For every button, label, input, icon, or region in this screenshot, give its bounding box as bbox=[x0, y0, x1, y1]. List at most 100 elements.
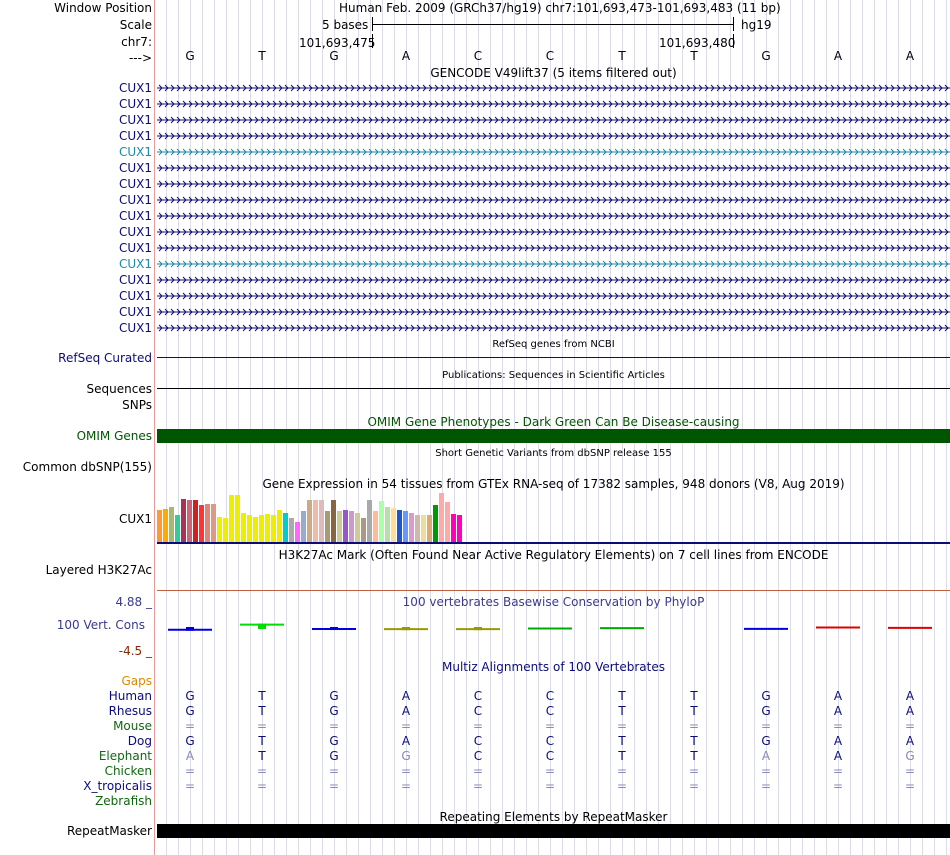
gtex-tissue-bar[interactable] bbox=[343, 510, 348, 542]
gtex-label[interactable]: CUX1 bbox=[118, 512, 152, 526]
multiz-species-label[interactable]: Human bbox=[108, 689, 152, 703]
gtex-tissue-bar[interactable] bbox=[331, 500, 336, 542]
gtex-tissue-bar[interactable] bbox=[211, 504, 216, 542]
omim-feature[interactable] bbox=[157, 429, 950, 443]
gencode-transcript-feature[interactable] bbox=[157, 82, 950, 94]
gencode-transcript-label[interactable]: CUX1 bbox=[118, 145, 152, 159]
gtex-tissue-bar[interactable] bbox=[397, 510, 402, 542]
gencode-transcript-feature[interactable] bbox=[157, 146, 950, 158]
gencode-transcript-feature[interactable] bbox=[157, 130, 950, 142]
gtex-tissue-bar[interactable] bbox=[313, 500, 318, 542]
multiz-species-label[interactable]: Dog bbox=[127, 734, 152, 748]
gtex-tissue-bar[interactable] bbox=[253, 517, 258, 542]
omim-label[interactable]: OMIM Genes bbox=[76, 429, 152, 443]
gtex-tissue-bar[interactable] bbox=[367, 500, 372, 542]
gtex-tissue-bar[interactable] bbox=[175, 515, 180, 542]
gtex-tissue-bar[interactable] bbox=[283, 513, 288, 542]
gtex-tissue-bar[interactable] bbox=[421, 515, 426, 542]
gtex-tissue-bar[interactable] bbox=[163, 509, 168, 542]
gtex-tissue-bar[interactable] bbox=[271, 515, 276, 542]
gencode-transcript-feature[interactable] bbox=[157, 98, 950, 110]
phylop-label[interactable]: 100 Vert. Cons bbox=[56, 618, 145, 632]
gtex-tissue-bar[interactable] bbox=[355, 513, 360, 542]
gtex-tissue-bar[interactable] bbox=[193, 500, 198, 542]
gtex-tissue-bar[interactable] bbox=[301, 511, 306, 542]
refseq-label[interactable]: RefSeq Curated bbox=[58, 351, 152, 365]
gtex-tissue-bar[interactable] bbox=[415, 515, 420, 542]
gtex-tissue-bar[interactable] bbox=[289, 518, 294, 542]
multiz-species-label[interactable]: Zebrafish bbox=[95, 794, 152, 808]
gencode-transcript-feature[interactable] bbox=[157, 162, 950, 174]
gtex-tissue-bar[interactable] bbox=[235, 495, 240, 542]
gtex-tissue-bar[interactable] bbox=[277, 510, 282, 542]
gtex-tissue-bar[interactable] bbox=[325, 511, 330, 542]
phylop-score-mark[interactable] bbox=[456, 627, 500, 631]
gencode-transcript-feature[interactable] bbox=[157, 194, 950, 206]
gtex-tissue-bar[interactable] bbox=[445, 502, 450, 542]
gencode-transcript-label[interactable]: CUX1 bbox=[118, 161, 152, 175]
gencode-transcript-label[interactable]: CUX1 bbox=[118, 273, 152, 287]
gtex-tissue-bar[interactable] bbox=[349, 511, 354, 542]
refseq-feature[interactable] bbox=[157, 357, 950, 358]
gencode-transcript-label[interactable]: CUX1 bbox=[118, 113, 152, 127]
gtex-tissue-bar[interactable] bbox=[217, 517, 222, 542]
gtex-tissue-bar[interactable] bbox=[337, 511, 342, 542]
gtex-tissue-bar[interactable] bbox=[157, 510, 162, 542]
gtex-tissue-bar[interactable] bbox=[259, 515, 264, 542]
gtex-tissue-bar[interactable] bbox=[403, 511, 408, 542]
gencode-transcript-feature[interactable] bbox=[157, 226, 950, 238]
gtex-tissue-bar[interactable] bbox=[181, 499, 186, 542]
publications-feature[interactable] bbox=[157, 388, 950, 389]
gtex-tissue-bar[interactable] bbox=[409, 513, 414, 542]
repeatmasker-feature[interactable] bbox=[157, 824, 950, 838]
window-position-value[interactable]: Human Feb. 2009 (GRCh37/hg19) chr7:101,6… bbox=[339, 1, 781, 15]
gencode-transcript-label[interactable]: CUX1 bbox=[118, 289, 152, 303]
gencode-transcript-label[interactable]: CUX1 bbox=[118, 209, 152, 223]
gtex-tissue-bar[interactable] bbox=[385, 507, 390, 542]
gtex-tissue-bar[interactable] bbox=[361, 518, 366, 542]
gtex-tissue-bar[interactable] bbox=[379, 501, 384, 542]
gtex-tissue-bar[interactable] bbox=[295, 522, 300, 542]
gencode-transcript-feature[interactable] bbox=[157, 242, 950, 254]
gtex-tissue-bar[interactable] bbox=[451, 514, 456, 542]
multiz-species-label[interactable]: Rhesus bbox=[108, 704, 152, 718]
gtex-tissue-bar[interactable] bbox=[427, 515, 432, 542]
multiz-species-label[interactable]: X_tropicalis bbox=[83, 779, 152, 793]
gencode-transcript-feature[interactable] bbox=[157, 258, 950, 270]
multiz-species-label[interactable]: Elephant bbox=[98, 749, 152, 763]
gencode-transcript-label[interactable]: CUX1 bbox=[118, 97, 152, 111]
gencode-transcript-label[interactable]: CUX1 bbox=[118, 241, 152, 255]
publications-sequences-label[interactable]: Sequences bbox=[86, 382, 152, 396]
phylop-score-mark[interactable] bbox=[312, 627, 356, 631]
gtex-tissue-bar[interactable] bbox=[307, 500, 312, 542]
multiz-species-label[interactable]: Chicken bbox=[104, 764, 152, 778]
gencode-transcript-label[interactable]: CUX1 bbox=[118, 225, 152, 239]
repeatmasker-label[interactable]: RepeatMasker bbox=[66, 824, 152, 838]
gencode-transcript-feature[interactable] bbox=[157, 290, 950, 302]
gencode-transcript-feature[interactable] bbox=[157, 306, 950, 318]
gtex-tissue-bar[interactable] bbox=[205, 504, 210, 542]
gencode-transcript-feature[interactable] bbox=[157, 274, 950, 286]
gencode-transcript-feature[interactable] bbox=[157, 114, 950, 126]
gtex-tissue-bar[interactable] bbox=[223, 518, 228, 542]
gtex-tissue-bar[interactable] bbox=[247, 515, 252, 542]
snps-label[interactable]: SNPs bbox=[122, 398, 152, 412]
gencode-transcript-label[interactable]: CUX1 bbox=[118, 321, 152, 335]
gtex-tissue-bar[interactable] bbox=[169, 507, 174, 542]
gtex-tissue-bar[interactable] bbox=[391, 508, 396, 542]
gtex-tissue-bar[interactable] bbox=[433, 505, 438, 542]
gencode-transcript-label[interactable]: CUX1 bbox=[118, 81, 152, 95]
gencode-transcript-feature[interactable] bbox=[157, 178, 950, 190]
gtex-tissue-bar[interactable] bbox=[187, 500, 192, 542]
gtex-tissue-bar[interactable] bbox=[265, 514, 270, 542]
h3k27ac-label[interactable]: Layered H3K27Ac bbox=[45, 563, 152, 577]
gtex-tissue-bar[interactable] bbox=[439, 493, 444, 542]
gencode-transcript-label[interactable]: CUX1 bbox=[118, 177, 152, 191]
gencode-transcript-label[interactable]: CUX1 bbox=[118, 257, 152, 271]
dbsnp-label[interactable]: Common dbSNP(155) bbox=[22, 460, 152, 474]
gtex-tissue-bar[interactable] bbox=[457, 515, 462, 542]
gtex-tissue-bar[interactable] bbox=[373, 511, 378, 542]
